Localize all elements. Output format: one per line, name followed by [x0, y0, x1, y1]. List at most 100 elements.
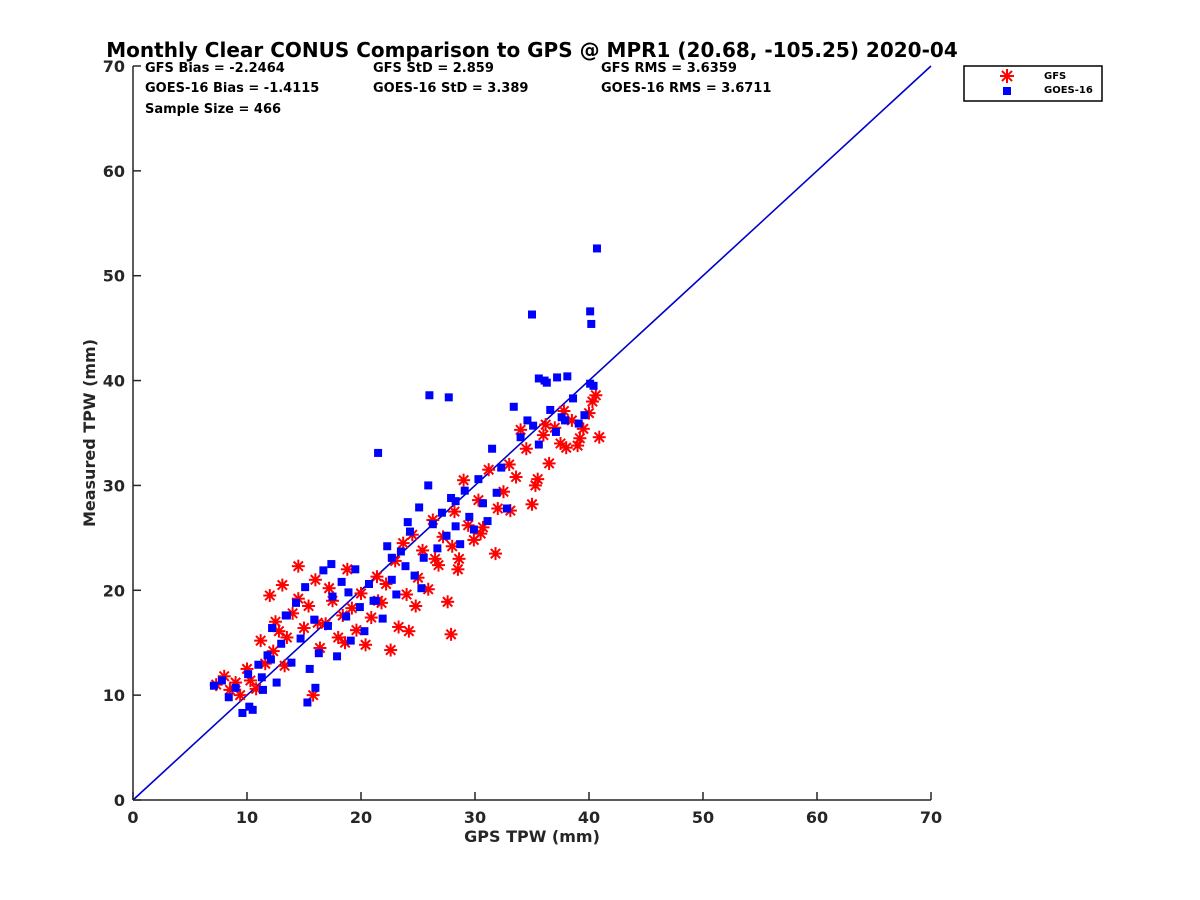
- y-tick-label: 20: [103, 581, 125, 600]
- goes16-point: [374, 448, 383, 457]
- goes16-point: [231, 683, 240, 692]
- goes16-point: [327, 560, 336, 569]
- goes16-point: [428, 520, 437, 529]
- gfs-point: [528, 478, 542, 492]
- gfs-point: [263, 589, 277, 603]
- goes16-point: [534, 440, 543, 449]
- gfs-point: [461, 518, 475, 532]
- gfs-point: [536, 428, 550, 442]
- goes16-point: [245, 702, 254, 711]
- goes16-point: [337, 577, 346, 586]
- goes16-point: [553, 373, 562, 382]
- goes16-point: [396, 547, 405, 556]
- goes16-point: [378, 614, 387, 623]
- y-tick-label: 10: [103, 686, 125, 705]
- y-tick-label: 40: [103, 372, 125, 391]
- goes16-point: [478, 499, 487, 508]
- goes16-point: [460, 486, 469, 495]
- goes16-point: [328, 592, 337, 601]
- goes16-point: [419, 553, 428, 562]
- goes16-point: [437, 508, 446, 517]
- goes16-point: [401, 562, 410, 571]
- y-tick-label: 50: [103, 267, 125, 286]
- goes16-point: [319, 566, 328, 575]
- reference-line: [132, 65, 932, 801]
- goes16-point: [542, 378, 551, 387]
- goes16-point: [333, 652, 342, 661]
- gfs-point: [489, 547, 503, 561]
- goes16-point: [257, 673, 266, 682]
- goes16-point: [442, 531, 451, 540]
- gfs-point: [428, 552, 442, 566]
- gfs-point: [444, 627, 458, 641]
- goes16-series: [209, 244, 601, 717]
- goes16-point: [406, 527, 415, 536]
- goes16-point: [303, 698, 312, 707]
- goes16-point: [516, 433, 525, 442]
- legend-goes16-square: [1003, 87, 1011, 95]
- goes16-point: [424, 481, 433, 490]
- legend-goes16-marker: [1003, 87, 1011, 95]
- goes16-point: [323, 621, 332, 630]
- gfs-point: [384, 643, 398, 657]
- gfs-point: [322, 581, 336, 595]
- gfs-point: [447, 505, 461, 519]
- x-tick-label: 70: [920, 808, 942, 827]
- goes16-point: [403, 518, 412, 527]
- goes16-point: [387, 575, 396, 584]
- goes16-point: [528, 310, 536, 319]
- goes16-point: [534, 374, 543, 383]
- goes16-point: [509, 402, 518, 411]
- x-tick-label: 10: [236, 808, 258, 827]
- x-axis-label: GPS TPW (mm): [464, 827, 600, 846]
- legend-gfs-asterisk: [1000, 69, 1014, 83]
- gfs-point: [589, 388, 603, 402]
- goes16-bias-stat: GOES-16 Bias = -1.4115: [145, 81, 319, 96]
- goes16-point: [224, 693, 233, 702]
- gfs-point: [519, 442, 533, 456]
- gfs-point: [331, 630, 345, 644]
- goes16-point: [344, 588, 353, 597]
- goes16-point: [425, 391, 434, 400]
- goes16-point: [287, 658, 296, 667]
- goes16-point: [465, 512, 474, 521]
- goes16-point: [364, 579, 373, 588]
- goes16-point: [433, 544, 442, 553]
- gfs-point: [370, 570, 384, 584]
- gfs-point: [364, 611, 378, 625]
- goes16-point: [451, 522, 460, 531]
- x-tick-label: 50: [692, 808, 714, 827]
- goes16-point: [497, 463, 506, 472]
- gfs-point: [233, 688, 247, 702]
- goes16-point: [383, 542, 392, 551]
- gfs-point: [482, 463, 496, 477]
- ticks: 0 10 20 30 40 50 60 70 0 10 20 30 40 50 60 70: [103, 57, 942, 827]
- goes16-point: [546, 405, 555, 414]
- y-tick-label: 60: [103, 162, 125, 181]
- gfs-point: [441, 595, 455, 609]
- gfs-series: [209, 388, 606, 702]
- gfs-point: [345, 601, 359, 615]
- goes16-point: [314, 649, 323, 658]
- x-tick-label: 60: [806, 808, 828, 827]
- gfs-point: [457, 473, 471, 487]
- goes16-point: [360, 627, 369, 636]
- goes16-point: [351, 565, 360, 574]
- goes16-point: [592, 244, 601, 253]
- gfs-point: [396, 536, 410, 550]
- gfs-point: [400, 587, 414, 601]
- gfs-rms-stat: GFS RMS = 3.6359: [601, 61, 737, 76]
- legend-gfs-marker: [1000, 69, 1014, 83]
- gfs-point: [392, 620, 406, 634]
- goes16-rms-stat: GOES-16 RMS = 3.6711: [601, 81, 771, 96]
- goes16-point: [392, 590, 401, 599]
- x-tick-label: 0: [127, 808, 138, 827]
- x-tick-label: 30: [464, 808, 486, 827]
- goes16-point: [415, 503, 424, 512]
- goes16-point: [474, 475, 483, 484]
- goes16-point: [371, 596, 380, 605]
- y-tick-label: 30: [103, 476, 125, 495]
- goes16-point: [502, 504, 511, 513]
- goes16-point: [417, 584, 426, 593]
